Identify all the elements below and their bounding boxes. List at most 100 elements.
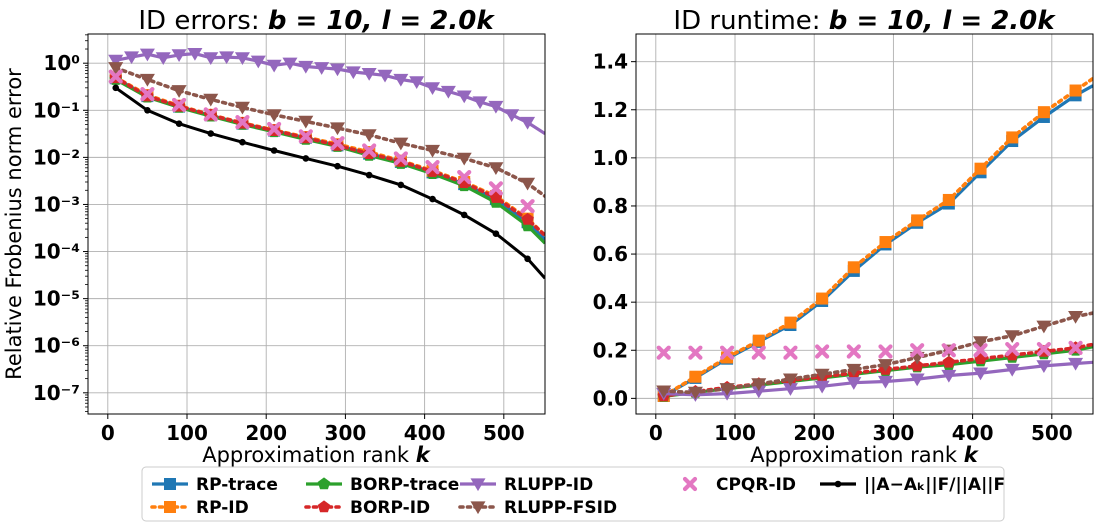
errors-point-a-a-f-a-f <box>239 138 246 146</box>
errors-y-axis-label: Relative Frobenius norm error <box>2 68 26 380</box>
errors-point-cpqr-id <box>425 160 440 175</box>
runtime-point-rlupp-fsid <box>846 363 862 377</box>
errors-series-a-a-f-a-f <box>112 84 545 280</box>
runtime-point-rlupp-id <box>782 383 798 396</box>
runtime-series-group <box>656 76 1093 402</box>
runtime-axes-frame <box>635 33 1094 415</box>
runtime-point-rlupp-id <box>1036 360 1052 374</box>
runtime-point-cpqr-id <box>751 345 766 360</box>
runtime-point-rlupp-id <box>814 380 830 394</box>
runtime-y-tick-label: 0.2 <box>593 338 628 362</box>
runtime-point-cpqr-id <box>656 345 671 360</box>
legend-marker <box>317 500 331 513</box>
errors-point-rlupp-id <box>250 55 266 69</box>
errors-point-cpqr-id <box>457 170 472 185</box>
legend-entry-rlupp-id: RLUPP-ID <box>460 475 593 495</box>
runtime-point-cpqr-id <box>1036 341 1051 357</box>
errors-point-rlupp-id <box>345 66 361 80</box>
runtime-grid <box>636 34 1093 414</box>
runtime-point-rlupp-fsid <box>751 378 767 392</box>
errors-title-math: b = 10, l = 2.0k <box>268 6 495 36</box>
errors-point-a-a-f-a-f <box>144 106 151 114</box>
errors-point-a-a-f-a-f <box>460 211 468 219</box>
runtime-point-rp-id <box>1037 106 1050 119</box>
errors-point-rlupp-id <box>314 62 330 75</box>
errors-y-tick-label: 10⁻² <box>33 145 80 169</box>
errors-point-rlupp-id <box>456 90 472 104</box>
runtime-point-cpqr-id <box>688 345 703 360</box>
errors-point-rlupp-fsid <box>329 122 345 136</box>
errors-y-tick-label: 10⁻³ <box>33 192 80 216</box>
errors-point-rlupp-id <box>504 109 520 122</box>
errors-series-group <box>108 47 545 280</box>
runtime-point-rlupp-fsid <box>719 383 735 396</box>
errors-plot-area <box>88 34 545 414</box>
legend-label: BORP-trace <box>350 475 459 495</box>
errors-point-rlupp-fsid <box>203 93 219 107</box>
errors-point-a-a-f-a-f <box>302 155 310 162</box>
errors-point-a-a-f-a-f <box>524 255 531 263</box>
runtime-point-rlupp-fsid <box>1036 320 1052 334</box>
errors-point-cpqr-id <box>393 151 408 166</box>
errors-point-rlupp-id <box>155 52 171 65</box>
errors-x-tick-label: 500 <box>483 421 525 445</box>
runtime-x-tick-label: 500 <box>1031 421 1073 445</box>
runtime-point-rlupp-id <box>846 377 862 390</box>
runtime-point-rlupp-fsid <box>1004 330 1020 343</box>
legend-entry-a-a-f-a-f: ||A−Aₖ||F/||A||F <box>820 475 1005 495</box>
runtime-point-rlupp-fsid <box>1068 310 1084 324</box>
errors-point-borp-id <box>521 212 534 225</box>
errors-point-rlupp-id <box>472 96 488 110</box>
runtime-point-cpqr-id <box>815 344 830 359</box>
runtime-point-rp-id <box>847 261 860 274</box>
errors-point-a-a-f-a-f <box>492 230 500 237</box>
errors-point-rlupp-id <box>488 100 504 114</box>
legend-label: RLUPP-ID <box>504 475 593 495</box>
runtime-point-rlupp-id <box>1068 357 1084 371</box>
errors-y-tick-label: 10⁻⁷ <box>33 381 80 405</box>
runtime-point-rp-id <box>1006 131 1019 144</box>
errors-point-rlupp-id <box>361 68 377 81</box>
legend-label: CPQR-ID <box>716 475 796 495</box>
errors-point-rlupp-fsid <box>425 144 441 158</box>
runtime-y-tick-label: 0.6 <box>593 242 628 266</box>
errors-point-a-a-f-a-f <box>397 181 405 189</box>
errors-chart-title: ID errors: b = 10, l = 2.0k <box>138 6 495 36</box>
runtime-point-cpqr-id <box>878 344 893 359</box>
runtime-point-rlupp-fsid <box>877 359 893 372</box>
runtime-point-rp-id <box>879 236 892 249</box>
runtime-x-tick-label: 0 <box>649 421 663 445</box>
runtime-point-rp-id <box>942 193 955 206</box>
legend-label: ||A−Aₖ||F/||A||F <box>864 475 1005 495</box>
runtime-point-rlupp-fsid <box>687 386 703 400</box>
runtime-point-rlupp-id <box>1004 363 1020 377</box>
errors-point-a-a-f-a-f <box>112 84 120 92</box>
legend-marker <box>164 478 176 490</box>
errors-point-cpqr-id <box>140 87 155 102</box>
runtime-panel: ID runtime: b = 10, l = 2.0k 0 100 200 300 4… <box>593 6 1094 467</box>
errors-series-rlupp-fsid <box>108 62 545 198</box>
errors-line-rlupp-fsid <box>113 66 545 198</box>
errors-point-rlupp-id <box>187 47 203 61</box>
legend-label: BORP-ID <box>350 498 430 518</box>
runtime-x-tick-label: 400 <box>952 421 994 445</box>
errors-y-tick-label: 10⁻⁴ <box>33 240 80 264</box>
runtime-point-cpqr-id <box>910 343 925 358</box>
errors-point-rlupp-fsid <box>520 177 536 191</box>
runtime-point-rlupp-fsid <box>814 368 830 382</box>
errors-x-tick-label: 100 <box>166 421 208 445</box>
runtime-y-tick-label: 0.0 <box>593 386 628 410</box>
runtime-point-rlupp-id <box>973 367 989 381</box>
errors-ticks: 0 100 200 300 400 500 10⁻⁷ 10⁻⁶ 10⁻⁵ 10⁻⁴ 10⁻³ 10⁻²… <box>33 34 525 445</box>
runtime-series-cpqr-id <box>656 340 1083 360</box>
runtime-x-tick-label: 100 <box>714 421 756 445</box>
runtime-series-rlupp-fsid <box>656 310 1093 400</box>
runtime-y-tick-label: 0.8 <box>593 194 628 218</box>
runtime-point-borp-id <box>910 359 924 372</box>
runtime-x-tick-label: 200 <box>793 421 835 445</box>
runtime-point-cpqr-id <box>941 343 956 358</box>
errors-panel: ID errors: b = 10, l = 2.0k 0 100 200 300 40… <box>2 6 546 467</box>
errors-point-rlupp-fsid <box>139 73 155 87</box>
runtime-ticks: 0 100 200 300 400 500 0.0 0.2 0.4 0.6 0.8 1.0 1.2 1.4 <box>593 50 1073 445</box>
errors-point-rlupp-fsid <box>234 101 250 115</box>
